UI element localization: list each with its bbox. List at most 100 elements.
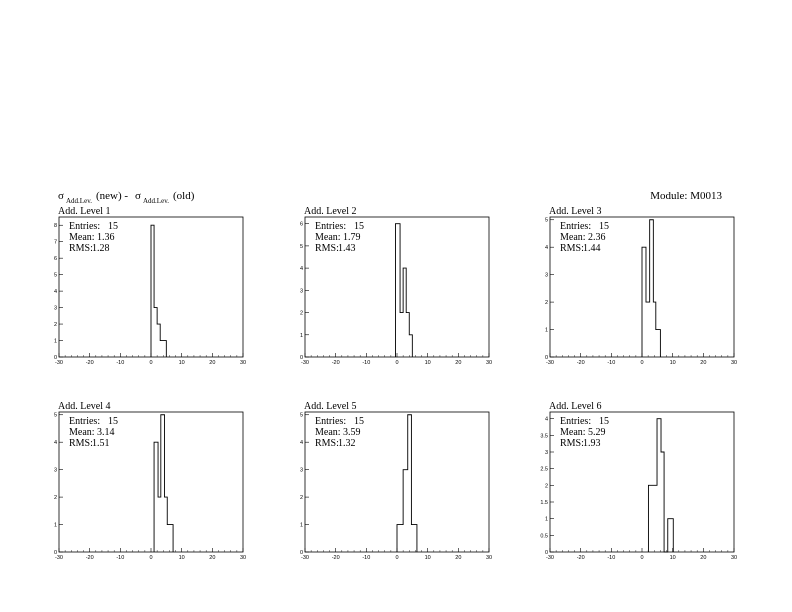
x-tick-label: -20 xyxy=(332,555,340,561)
histogram-bin xyxy=(151,225,154,357)
histogram-bin xyxy=(668,519,674,552)
y-tick-label: 2 xyxy=(54,495,57,501)
header-sigma-old: σ xyxy=(135,190,141,202)
histogram-bin xyxy=(411,525,417,552)
stat-mean-value: 1.36 xyxy=(97,232,115,243)
histogram-bin xyxy=(167,525,173,552)
histogram-bin xyxy=(646,302,650,357)
stat-mean-label: Mean: xyxy=(315,232,341,243)
stat-mean-value: 5.29 xyxy=(588,427,606,438)
x-tick-label: -30 xyxy=(301,555,309,561)
histogram-bin xyxy=(408,415,412,552)
histogram-bin xyxy=(161,415,165,552)
x-tick-label: -10 xyxy=(116,555,124,561)
y-tick-label: 0 xyxy=(54,550,57,556)
y-tick-label: 1 xyxy=(300,523,303,529)
y-tick-label: 4 xyxy=(300,266,303,272)
y-tick-label: 2 xyxy=(545,483,548,489)
histogram-bin xyxy=(642,247,646,357)
histogram-bin xyxy=(158,497,161,552)
stat-mean-label: Mean: xyxy=(69,232,95,243)
y-tick-label: 2.5 xyxy=(540,467,548,473)
y-tick-label: 5 xyxy=(545,218,548,224)
x-tick-label: -10 xyxy=(116,360,124,366)
stat-entries-value: 15 xyxy=(108,416,118,427)
x-tick-label: -30 xyxy=(546,360,554,366)
x-tick-label: -30 xyxy=(301,360,309,366)
x-tick-label: -30 xyxy=(55,360,63,366)
y-tick-label: 0 xyxy=(300,550,303,556)
x-tick-label: 0 xyxy=(640,360,643,366)
y-tick-label: 3 xyxy=(54,306,57,312)
histogram-bin xyxy=(403,268,406,357)
stat-rms-label: RMS: xyxy=(315,243,339,254)
header-old-label: (old) xyxy=(173,190,195,202)
stat-mean-label: Mean: xyxy=(315,427,341,438)
x-tick-label: 30 xyxy=(731,360,737,366)
y-tick-label: 2 xyxy=(54,322,57,328)
module-label: Module: M0013 xyxy=(650,190,722,202)
stat-mean-value: 1.79 xyxy=(343,232,361,243)
histogram-bin xyxy=(157,324,160,357)
stat-rms-value: 1.44 xyxy=(583,243,601,254)
y-tick-label: 6 xyxy=(54,256,57,262)
histogram-bin xyxy=(397,525,403,552)
x-tick-label: 0 xyxy=(395,360,398,366)
histogram-outline xyxy=(396,414,418,552)
stat-rms-label: RMS: xyxy=(560,243,584,254)
histogram-bin xyxy=(154,308,157,357)
header-sub-new: Add.Lev. xyxy=(66,197,92,205)
histogram-bin xyxy=(406,313,409,357)
panel-title: Add. Level 3 xyxy=(549,206,602,217)
y-tick-label: 4 xyxy=(54,289,57,295)
histogram-bin xyxy=(657,419,661,552)
y-tick-label: 3 xyxy=(300,288,303,294)
stat-entries-label: Entries: xyxy=(69,221,100,232)
stat-entries-value: 15 xyxy=(599,416,609,427)
stat-entries-label: Entries: xyxy=(560,221,591,232)
histogram-bin xyxy=(395,224,400,357)
y-tick-label: 2 xyxy=(300,311,303,317)
histogram-bin xyxy=(650,220,654,357)
y-tick-label: 5 xyxy=(54,413,57,419)
histogram-outline xyxy=(153,414,174,552)
stat-rms-value: 1.93 xyxy=(583,438,601,449)
x-tick-label: -10 xyxy=(362,360,370,366)
x-tick-label: 30 xyxy=(240,360,246,366)
header-sigma-new: σ xyxy=(58,190,64,202)
stat-mean-label: Mean: xyxy=(560,427,586,438)
stat-entries-value: 15 xyxy=(599,221,609,232)
x-tick-label: -20 xyxy=(577,555,585,561)
x-tick-label: 10 xyxy=(425,360,431,366)
stat-rms-label: RMS: xyxy=(69,438,93,449)
stat-entries-label: Entries: xyxy=(560,416,591,427)
x-tick-label: 20 xyxy=(209,555,215,561)
y-tick-label: 0 xyxy=(300,355,303,361)
stat-mean-label: Mean: xyxy=(560,232,586,243)
histogram-bin xyxy=(409,335,412,357)
stat-mean-label: Mean: xyxy=(69,427,95,438)
stat-rms-value: 1.28 xyxy=(92,243,110,254)
stat-entries-value: 15 xyxy=(354,221,364,232)
stat-mean-value: 3.14 xyxy=(97,427,115,438)
x-tick-label: 20 xyxy=(700,360,706,366)
histogram-panel-6: Add. Level 6 Entries: 15 Mean: 5.29 RMS: 1.93 -… xyxy=(540,401,737,561)
y-tick-label: 3 xyxy=(545,450,548,456)
x-tick-label: 0 xyxy=(149,360,152,366)
x-tick-label: 30 xyxy=(731,555,737,561)
x-tick-label: 20 xyxy=(455,555,461,561)
panel-title: Add. Level 1 xyxy=(58,206,111,217)
x-tick-label: 20 xyxy=(700,555,706,561)
stat-rms-label: RMS: xyxy=(69,243,93,254)
y-tick-label: 4 xyxy=(54,440,57,446)
x-tick-label: 10 xyxy=(425,555,431,561)
y-tick-label: 0 xyxy=(545,550,548,556)
y-tick-label: 3 xyxy=(54,468,57,474)
x-tick-label: 0 xyxy=(640,555,643,561)
x-tick-label: -10 xyxy=(362,555,370,561)
y-tick-label: 7 xyxy=(54,240,57,246)
panel-title: Add. Level 6 xyxy=(549,401,602,412)
x-tick-label: -20 xyxy=(577,360,585,366)
